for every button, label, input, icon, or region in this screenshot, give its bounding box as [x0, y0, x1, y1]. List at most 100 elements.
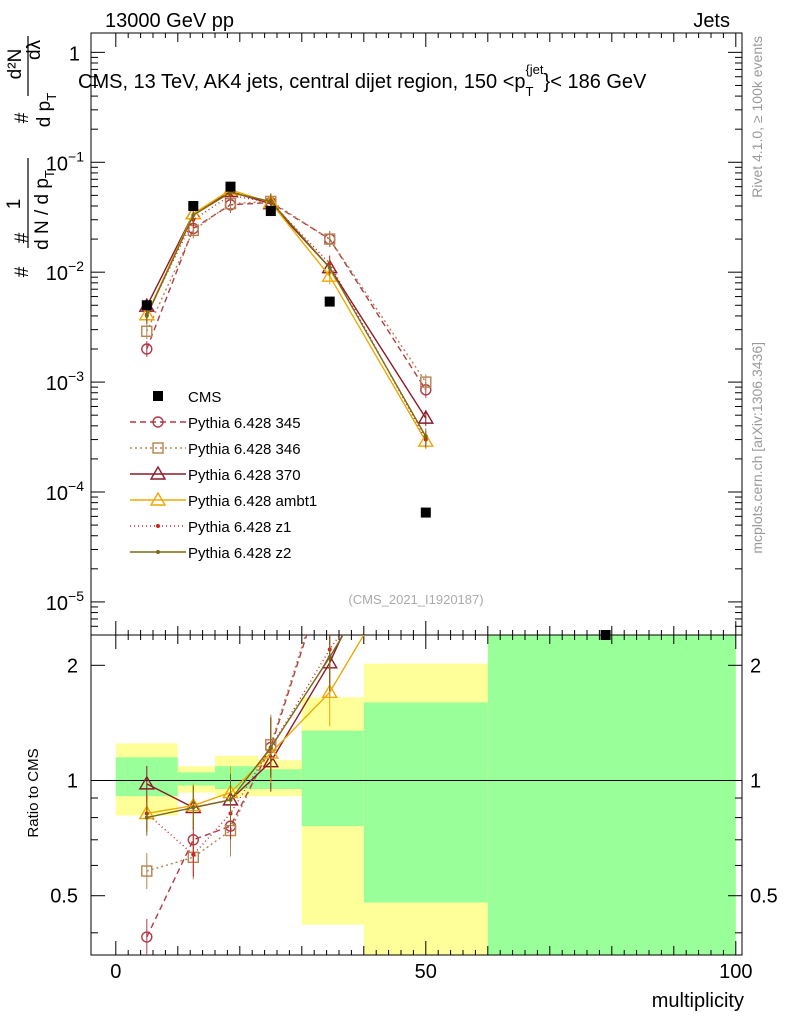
- ratio-point: [144, 815, 149, 820]
- ratio-point: [325, 558, 335, 568]
- ylabel-den2: dλ: [24, 39, 45, 60]
- ylabel-den3: d N / d pT: [32, 170, 57, 250]
- ratio-bands: [115, 635, 736, 955]
- ratio-line: [146, 635, 344, 819]
- ylabel-den1: d pT: [34, 93, 59, 127]
- ratio-frame: [90, 634, 743, 956]
- series-line: [146, 194, 427, 440]
- y-tick-label-main: 10−1: [46, 148, 84, 175]
- series-main-2: [138, 183, 435, 427]
- ylabel-one: 1: [4, 199, 25, 210]
- legend-marker: [152, 442, 164, 454]
- cms-data-point: [265, 206, 276, 217]
- ratio-point: [421, 325, 431, 335]
- series-point: [141, 343, 153, 355]
- y-tick-label-ratio: 0.5: [50, 886, 78, 908]
- series-main-0: [141, 194, 432, 398]
- series-point: [324, 233, 336, 245]
- analysis-watermark: (CMS_2021_I1920187): [348, 592, 483, 607]
- cms-data-point: [420, 507, 431, 518]
- series-point: [423, 434, 428, 439]
- y-tick-label-main: 10−5: [46, 588, 84, 615]
- x-tick-label: 100: [719, 961, 752, 983]
- y-tick-label-ratio-right: 0.5: [750, 886, 778, 908]
- cms-data-point: [141, 300, 152, 311]
- band-green-1: [177, 772, 215, 786]
- y-tick-label-ratio-right: 1: [750, 771, 761, 793]
- ratio-point: [321, 683, 338, 699]
- series-main-1: [141, 193, 432, 391]
- cms-data-point: [225, 181, 236, 192]
- ratio-point: [327, 655, 332, 660]
- series-point: [327, 265, 332, 270]
- ylabel-num: d²N: [5, 49, 26, 80]
- chart-title: CMS, 13 TeV, AK4 jets, central dijet reg…: [78, 62, 647, 99]
- ratio-point: [138, 775, 156, 790]
- ratio-point: [325, 554, 335, 564]
- legend-marker: [152, 416, 164, 428]
- y-tick-label-ratio-right: 2: [750, 655, 761, 677]
- axes-frames: [90, 32, 743, 956]
- series-line: [146, 191, 427, 437]
- ylabel-hash-3: #: [12, 266, 33, 277]
- y-tick-label-ratio: 2: [67, 655, 78, 677]
- cms-data: [141, 181, 611, 640]
- x-tick-label: 0: [110, 961, 121, 983]
- legend-label: Pythia 6.428 345: [188, 415, 301, 432]
- series-point: [268, 199, 273, 204]
- legend-label: CMS: [188, 389, 221, 406]
- ratio-point: [191, 805, 196, 810]
- legend-label: Pythia 6.428 ambt1: [188, 493, 317, 510]
- x-tick-label: 50: [415, 961, 437, 983]
- legend-marker-cms: [153, 391, 163, 401]
- ratio-point: [141, 931, 153, 943]
- ratio-point: [141, 865, 153, 877]
- series-point: [417, 409, 435, 424]
- series-point: [141, 325, 153, 337]
- legend-marker: [156, 550, 160, 554]
- series-point: [144, 313, 149, 318]
- ylabel-hash-1: #: [12, 112, 33, 123]
- series-ratio-5: [144, 495, 428, 836]
- series-main-3: [138, 181, 435, 450]
- main-ylabel: # d²N d pT dλ # 1 d N / d pT #: [4, 36, 59, 277]
- header-right: Jets: [693, 10, 730, 32]
- ratio-point: [191, 852, 196, 857]
- band-green-5: [363, 702, 488, 903]
- legend-label: Pythia 6.428 z1: [188, 519, 291, 536]
- ratio-point: [421, 349, 431, 359]
- y-tick-label-main: 10−4: [46, 478, 84, 505]
- rivet-label: Rivet 4.1.0, ≥ 100k events: [749, 36, 765, 198]
- legend-label: Pythia 6.428 z2: [188, 545, 291, 562]
- series-point: [420, 376, 432, 388]
- legend: CMS Pythia 6.428 345 Pythia 6.428 346 Pythi…: [130, 389, 317, 562]
- cms-data-point: [188, 201, 199, 212]
- y-tick-label-ratio: 1: [67, 771, 78, 793]
- ratio-point: [424, 495, 428, 499]
- legend-marker: [156, 524, 160, 528]
- axis-ticks: 0 50 100 10−5 10−4 10−3 10−2 10−1 1 0.5 0.5 1 1 2 2: [46, 33, 778, 983]
- cms-data-point: [324, 296, 335, 307]
- band-green-3: [258, 769, 302, 790]
- ratio-point: [268, 745, 273, 750]
- series-main-5: [144, 184, 428, 445]
- legend-marker: [149, 465, 167, 480]
- ratio-ylabel: Ratio to CMS: [25, 748, 42, 837]
- band-green-4: [301, 730, 364, 827]
- ratio-point: [228, 797, 233, 802]
- legend-label: Pythia 6.428 370: [188, 467, 301, 484]
- y-tick-label-main: 10−3: [46, 368, 84, 395]
- ratio-line: [146, 635, 308, 938]
- y-tick-label-main: 10−2: [46, 258, 84, 285]
- band-green-6: [487, 635, 736, 955]
- series-line: [146, 201, 427, 391]
- ratio-point: [419, 524, 433, 536]
- y-tick-label-main: 1: [69, 43, 80, 65]
- header-left: 13000 GeV pp: [105, 10, 234, 32]
- mcplots-label: mcplots.cern.ch [arXiv:1306.3436]: [749, 342, 765, 554]
- cms-data-point: [600, 630, 611, 640]
- x-axis-label: multiplicity: [652, 990, 744, 1012]
- series-point: [191, 213, 196, 218]
